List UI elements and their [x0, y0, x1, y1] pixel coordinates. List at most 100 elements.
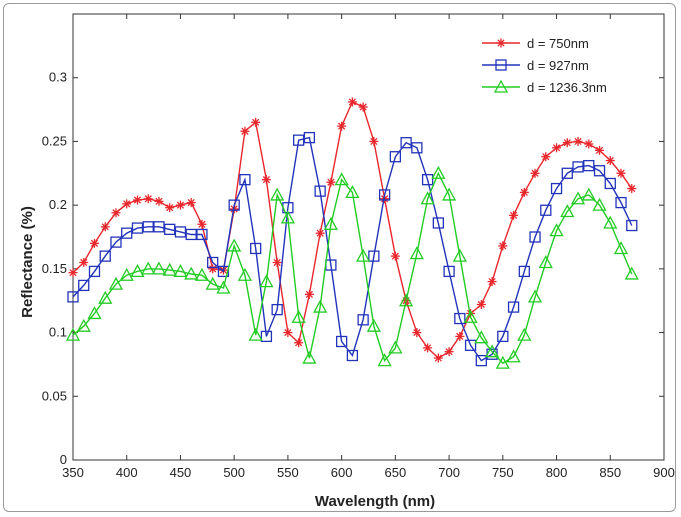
data-point — [540, 204, 552, 216]
data-point — [358, 102, 368, 112]
data-point — [79, 257, 89, 267]
data-point — [121, 227, 133, 239]
data-point — [228, 199, 240, 211]
data-point — [87, 306, 102, 320]
data-point — [323, 216, 338, 230]
data-point — [421, 174, 434, 186]
data-point — [68, 268, 78, 278]
data-point — [99, 250, 111, 262]
y-tick-label: 0.1 — [49, 325, 67, 340]
data-point — [173, 264, 188, 278]
data-point — [412, 328, 422, 338]
data-point — [463, 309, 478, 323]
data-point — [227, 238, 242, 252]
data-point — [304, 289, 314, 299]
data-point — [573, 136, 583, 146]
data-point — [207, 256, 219, 269]
y-tick-label: 0.05 — [42, 388, 67, 403]
data-point — [455, 331, 465, 341]
data-point — [541, 152, 551, 162]
x-tick-label: 550 — [277, 465, 299, 480]
data-point — [237, 267, 253, 281]
data-point — [431, 165, 446, 179]
legend-marker — [495, 59, 507, 71]
data-point — [271, 303, 283, 316]
y-tick-label: 0.25 — [42, 133, 67, 148]
data-point — [186, 198, 196, 208]
x-tick-label: 850 — [599, 465, 621, 480]
data-point — [197, 219, 207, 229]
data-point — [251, 117, 261, 127]
data-point — [464, 339, 477, 351]
data-point — [280, 210, 296, 224]
data-point — [205, 276, 220, 290]
data-point — [122, 199, 132, 209]
data-point — [518, 265, 530, 278]
data-point — [604, 177, 616, 190]
data-point — [217, 265, 230, 278]
data-point — [443, 265, 455, 278]
data-point — [409, 246, 424, 260]
data-point — [368, 250, 380, 262]
data-point — [560, 204, 575, 218]
data-point — [390, 251, 400, 261]
data-point — [67, 291, 79, 303]
data-point — [185, 228, 197, 241]
data-point — [130, 264, 145, 278]
data-point — [420, 191, 435, 205]
x-tick-label: 650 — [385, 465, 407, 480]
data-point — [175, 200, 185, 210]
data-point — [248, 327, 263, 341]
legend: d = 750nm d = 927nm d = 1236.3nm — [482, 36, 607, 95]
data-point — [110, 236, 122, 248]
data-point — [603, 215, 618, 229]
data-point — [433, 353, 443, 363]
legend-label: d = 1236.3nm — [527, 80, 607, 95]
data-point — [583, 159, 595, 172]
data-point — [538, 255, 553, 269]
data-point — [119, 267, 134, 281]
data-point — [549, 223, 564, 237]
data-point — [624, 266, 639, 280]
data-point — [239, 174, 251, 186]
series-layer — [65, 97, 639, 369]
data-point — [357, 314, 369, 326]
data-point — [616, 168, 626, 178]
axes — [72, 13, 665, 461]
data-point — [240, 126, 250, 136]
data-point — [550, 182, 563, 195]
data-point — [584, 139, 594, 149]
data-point — [517, 327, 532, 341]
legend-label: d = 927nm — [527, 58, 589, 73]
data-point — [627, 184, 637, 194]
data-point — [314, 185, 326, 197]
data-point — [495, 355, 510, 369]
series-3 — [65, 165, 639, 369]
data-point — [615, 196, 627, 209]
legend-label: d = 750nm — [527, 36, 589, 51]
data-point — [572, 161, 584, 173]
data-point — [141, 261, 156, 275]
data-point — [626, 219, 638, 232]
data-point — [111, 208, 121, 218]
x-tick-label: 800 — [546, 465, 568, 480]
data-point — [131, 222, 144, 234]
data-point — [259, 274, 274, 288]
x-tick-label: 350 — [62, 465, 84, 480]
data-point — [356, 248, 371, 262]
legend-marker — [496, 38, 506, 48]
data-point — [399, 293, 414, 307]
data-point — [605, 156, 615, 166]
data-point — [108, 276, 124, 290]
data-point — [581, 187, 596, 201]
data-point — [294, 338, 304, 348]
data-point — [552, 143, 562, 153]
data-point — [506, 349, 521, 363]
data-point — [498, 241, 508, 251]
data-point — [76, 318, 91, 332]
data-point — [337, 121, 347, 131]
data-point — [454, 312, 466, 325]
data-point — [283, 328, 293, 338]
